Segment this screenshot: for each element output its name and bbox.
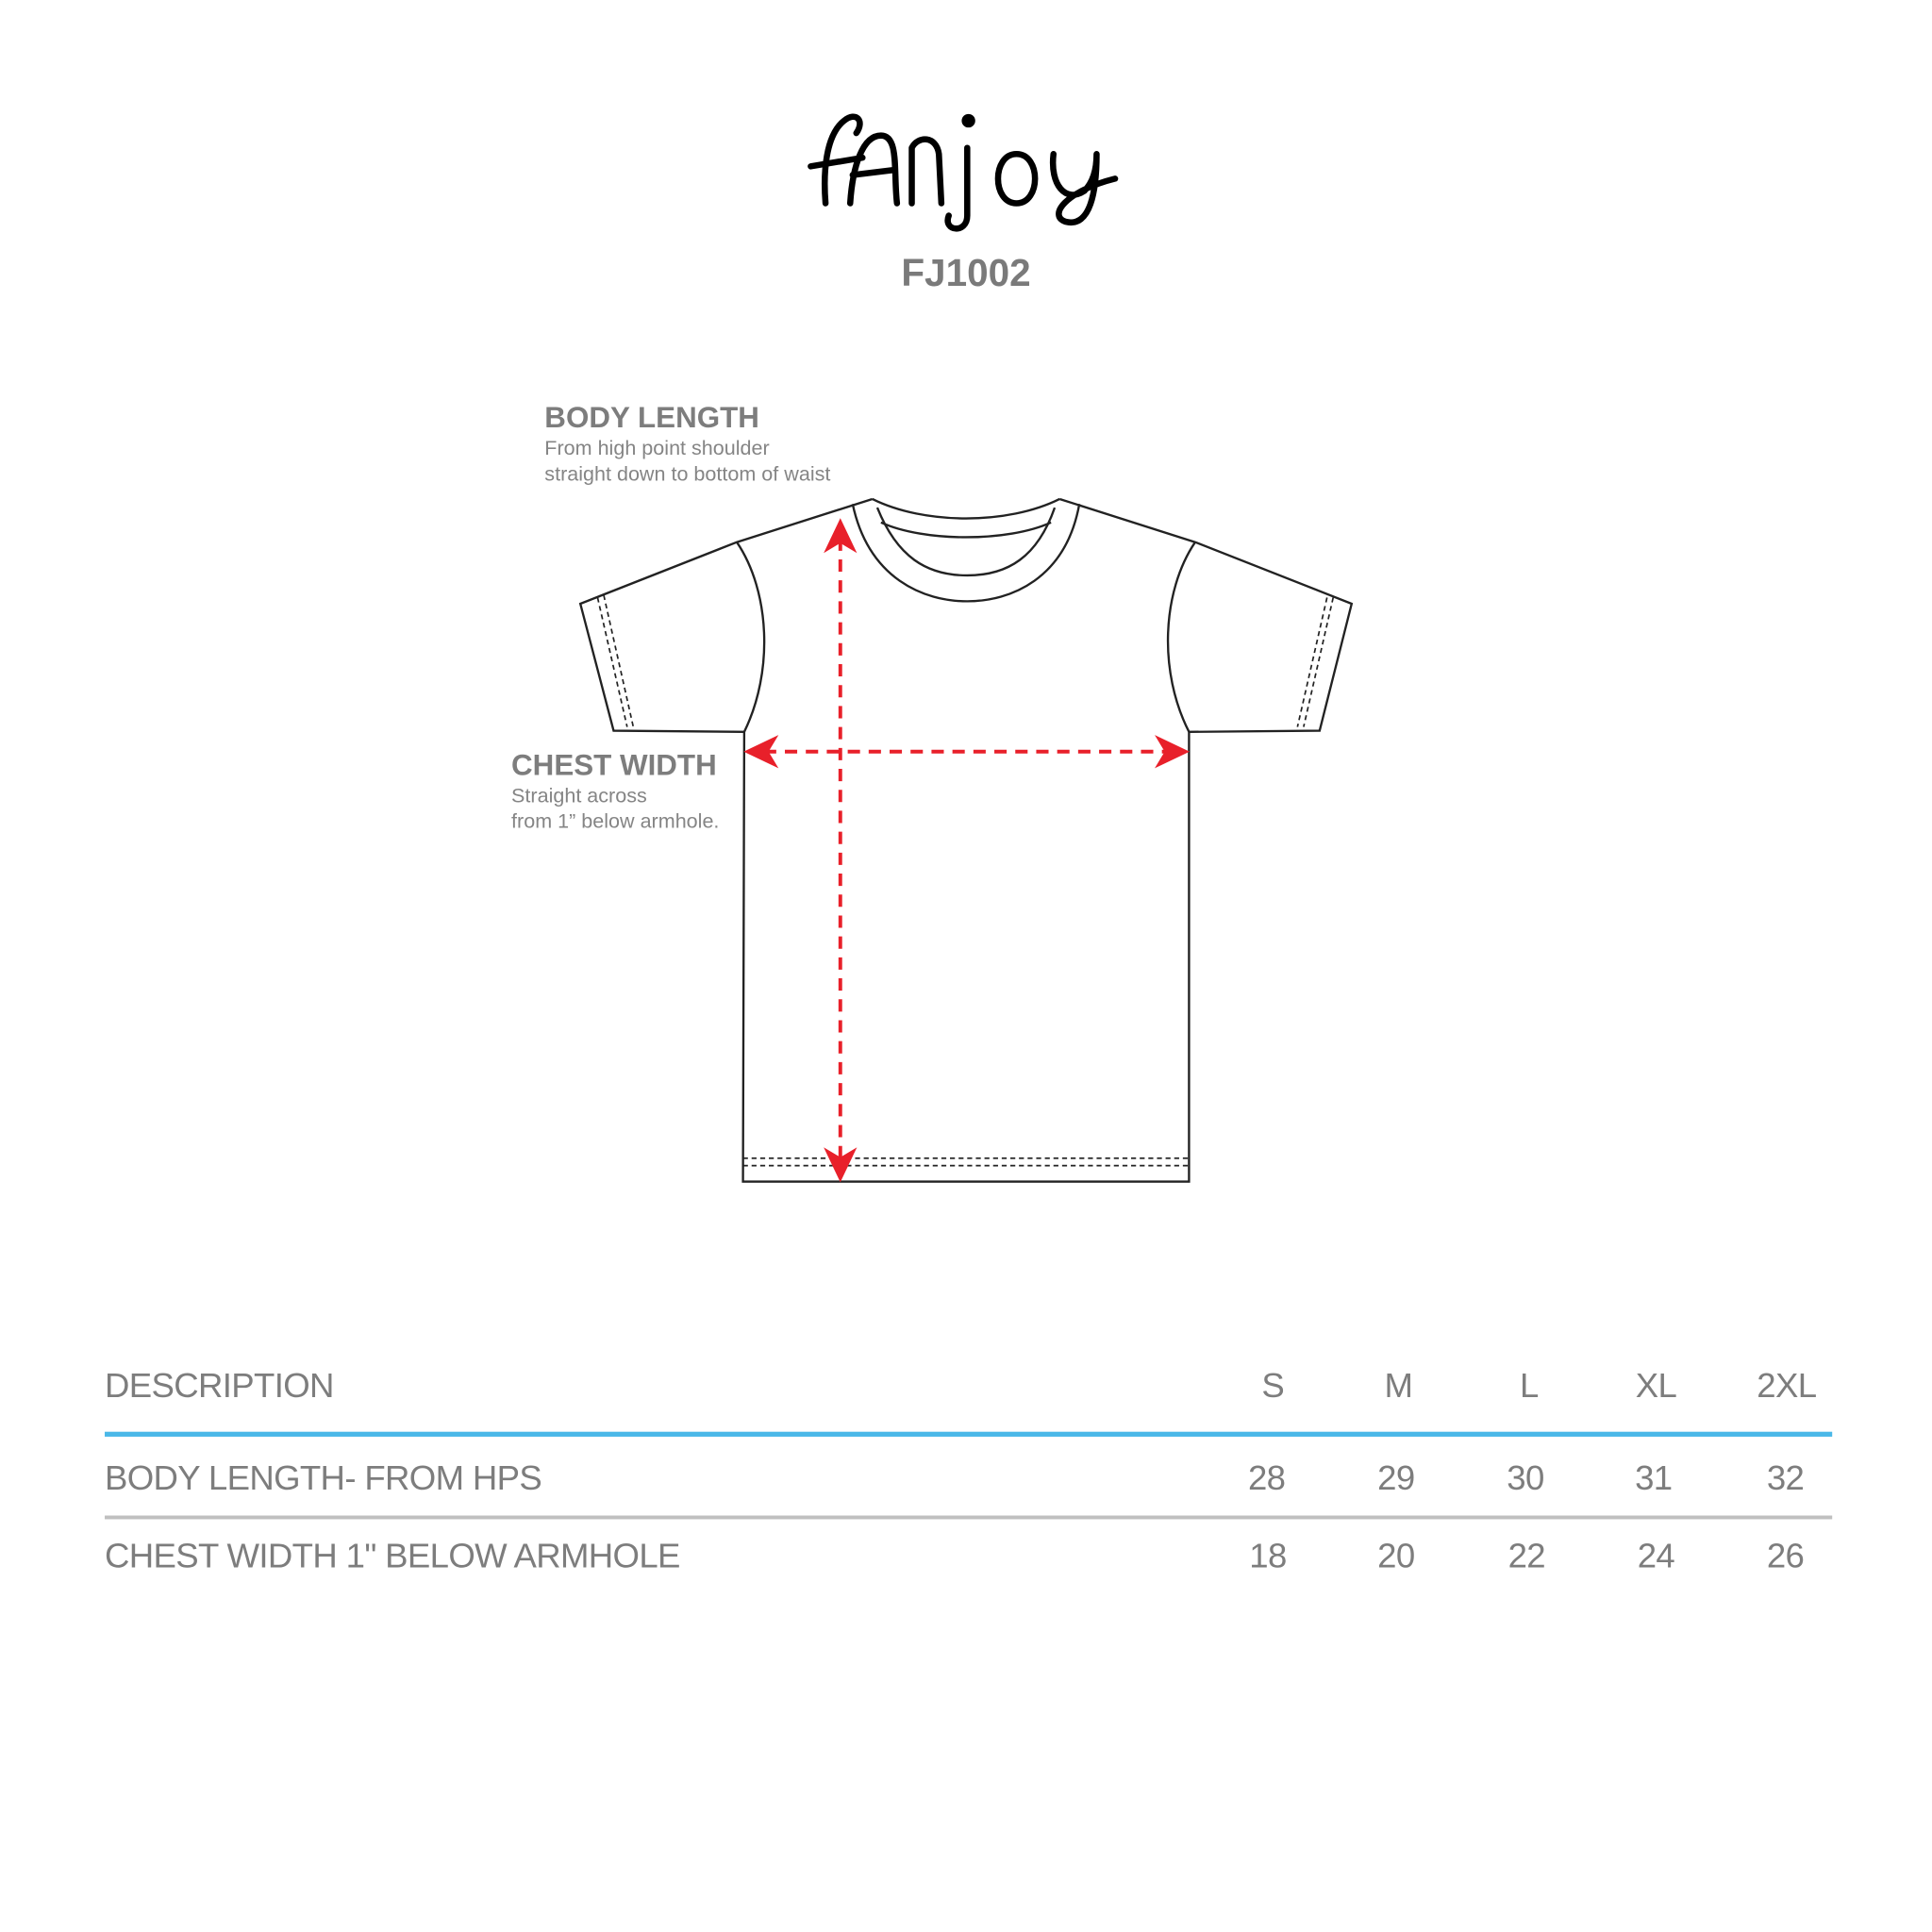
chest-width-line1: Straight across (511, 784, 647, 808)
tshirt-outline (578, 497, 1354, 1183)
row-rule (105, 1515, 1833, 1520)
body-length-line2: straight down to bottom of waist (544, 463, 831, 486)
row-value: 32 (1766, 1458, 1805, 1497)
row-value: 20 (1377, 1536, 1415, 1575)
fanjoy-logo (808, 113, 1119, 232)
arrow-up-icon (824, 518, 858, 554)
body-length-title: BODY LENGTH (544, 401, 759, 436)
body-length-line1: From high point shoulder (544, 437, 770, 460)
product-code: FJ1002 (901, 251, 1031, 295)
row-value: 31 (1635, 1458, 1673, 1497)
header-size-xl: XL (1635, 1366, 1677, 1405)
stitching (596, 594, 1335, 1167)
row-value: 18 (1249, 1536, 1287, 1575)
arrow-right-icon (1155, 735, 1191, 769)
row-value: 24 (1637, 1536, 1675, 1575)
chest-width-note: CHEST WIDTH Straight across from 1” belo… (511, 749, 719, 835)
row-label: BODY LENGTH- FROM HPS (105, 1458, 542, 1497)
row-value: 26 (1766, 1536, 1805, 1575)
chest-width-line2: from 1” below armhole. (511, 810, 720, 833)
arrow-left-icon (743, 735, 779, 769)
header-description: DESCRIPTION (105, 1366, 334, 1405)
body-length-note: BODY LENGTH From high point shoulder str… (544, 402, 830, 488)
chest-width-title: CHEST WIDTH (511, 749, 717, 783)
row-value: 22 (1507, 1536, 1546, 1575)
header-size-l: L (1520, 1366, 1539, 1405)
header-size-m: M (1384, 1366, 1413, 1405)
arrow-down-icon (824, 1147, 858, 1183)
row-value: 29 (1377, 1458, 1415, 1497)
row-value: 30 (1507, 1458, 1544, 1497)
row-label: CHEST WIDTH 1" BELOW ARMHOLE (105, 1536, 680, 1575)
header-size-2xl: 2XL (1757, 1366, 1817, 1405)
tshirt-diagram (578, 497, 1354, 1183)
row-value: 28 (1247, 1458, 1286, 1497)
header-rule (105, 1431, 1833, 1437)
header-size-s: S (1261, 1366, 1285, 1405)
